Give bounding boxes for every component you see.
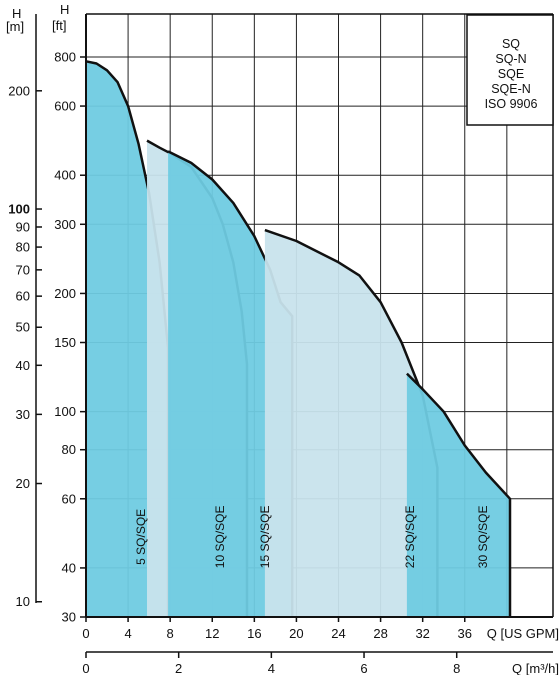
series-labels: 5 SQ/SQE 10 SQ/SQE 15 SQ/SQE 22 SQ/SQE 30 SQ… xyxy=(134,505,490,568)
x-tick-label-gpm: 8 xyxy=(167,626,174,641)
y-tick-label-ft: 30 xyxy=(62,610,76,625)
series-area-5 xyxy=(406,373,510,617)
x-tick-label-gpm: 20 xyxy=(289,626,303,641)
x-tick-label-m3h: 0 xyxy=(82,661,89,675)
x-tick-label-m3h: 4 xyxy=(268,661,275,675)
legend-entry: SQ xyxy=(502,37,520,51)
y-tick-label-ft: 80 xyxy=(62,442,76,457)
y-axis-m-unit: [m] xyxy=(6,19,24,34)
y-tick-label-m: 90 xyxy=(16,219,30,234)
x-tick-label-gpm: 12 xyxy=(205,626,219,641)
y-tick-label-ft: 800 xyxy=(54,50,76,65)
y-tick-label-m: 70 xyxy=(16,262,30,277)
x-tick-label-m3h: 8 xyxy=(453,661,460,675)
y-tick-label-ft: 300 xyxy=(54,217,76,232)
y-tick-label-m: 200 xyxy=(8,83,30,98)
y-tick-label-ft: 100 xyxy=(54,404,76,419)
x-axis-m3h-label: Q [m³/h] xyxy=(512,661,559,675)
y-tick-label-m: 40 xyxy=(16,358,30,373)
legend-entry: ISO 9906 xyxy=(485,97,538,111)
y-tick-label-ft: 200 xyxy=(54,286,76,301)
series-label-1: 5 SQ/SQE xyxy=(134,509,148,565)
y-tick-label-ft: 60 xyxy=(62,491,76,506)
series-curve-5 xyxy=(406,372,512,617)
x-tick-label-gpm: 0 xyxy=(82,626,89,641)
y-tick-label-m: 100 xyxy=(8,202,30,217)
x-tick-label-gpm: 28 xyxy=(373,626,387,641)
y-tick-label-m: 50 xyxy=(16,320,30,335)
series-area-4 xyxy=(264,230,438,617)
x-tick-label-gpm: 24 xyxy=(331,626,345,641)
legend-entry: SQE xyxy=(498,67,524,81)
tick-labels: 30406080100150200300400600800H[ft]102030… xyxy=(6,2,559,676)
x-tick-label-gpm: 4 xyxy=(124,626,131,641)
y-tick-label-ft: 600 xyxy=(54,99,76,114)
series-label-4: 22 SQ/SQE xyxy=(403,505,417,568)
y-tick-label-ft: 400 xyxy=(54,168,76,183)
y-tick-label-m: 30 xyxy=(16,407,30,422)
series-label-3: 15 SQ/SQE xyxy=(258,505,272,568)
axes xyxy=(35,13,554,653)
y-axis-ft-label: H xyxy=(60,2,69,17)
series-label-5: 30 SQ/SQE xyxy=(476,505,490,568)
x-tick-label-gpm: 16 xyxy=(247,626,261,641)
y-tick-label-ft: 40 xyxy=(62,560,76,575)
x-axis-gpm-label: Q [US GPM] xyxy=(487,626,559,641)
series-area-3 xyxy=(168,151,293,617)
y-axis-ft-unit: [ft] xyxy=(52,18,66,33)
y-axis-m-label: H xyxy=(12,6,21,21)
x-tick-label-m3h: 6 xyxy=(360,661,367,675)
x-tick-label-gpm: 36 xyxy=(458,626,472,641)
legend-box-frame xyxy=(466,14,554,126)
y-tick-label-m: 80 xyxy=(16,240,30,255)
y-tick-label-m: 10 xyxy=(16,594,30,609)
series-label-2: 10 SQ/SQE xyxy=(213,505,227,568)
series-areas xyxy=(85,60,512,618)
y-tick-label-m: 60 xyxy=(16,289,30,304)
y-tick-label-m: 20 xyxy=(16,476,30,491)
x-tick-label-m3h: 2 xyxy=(175,661,182,675)
legend-entry: SQ-N xyxy=(495,52,526,66)
legend-entry: SQE-N xyxy=(491,82,531,96)
x-tick-label-gpm: 32 xyxy=(415,626,429,641)
y-tick-label-ft: 150 xyxy=(54,335,76,350)
